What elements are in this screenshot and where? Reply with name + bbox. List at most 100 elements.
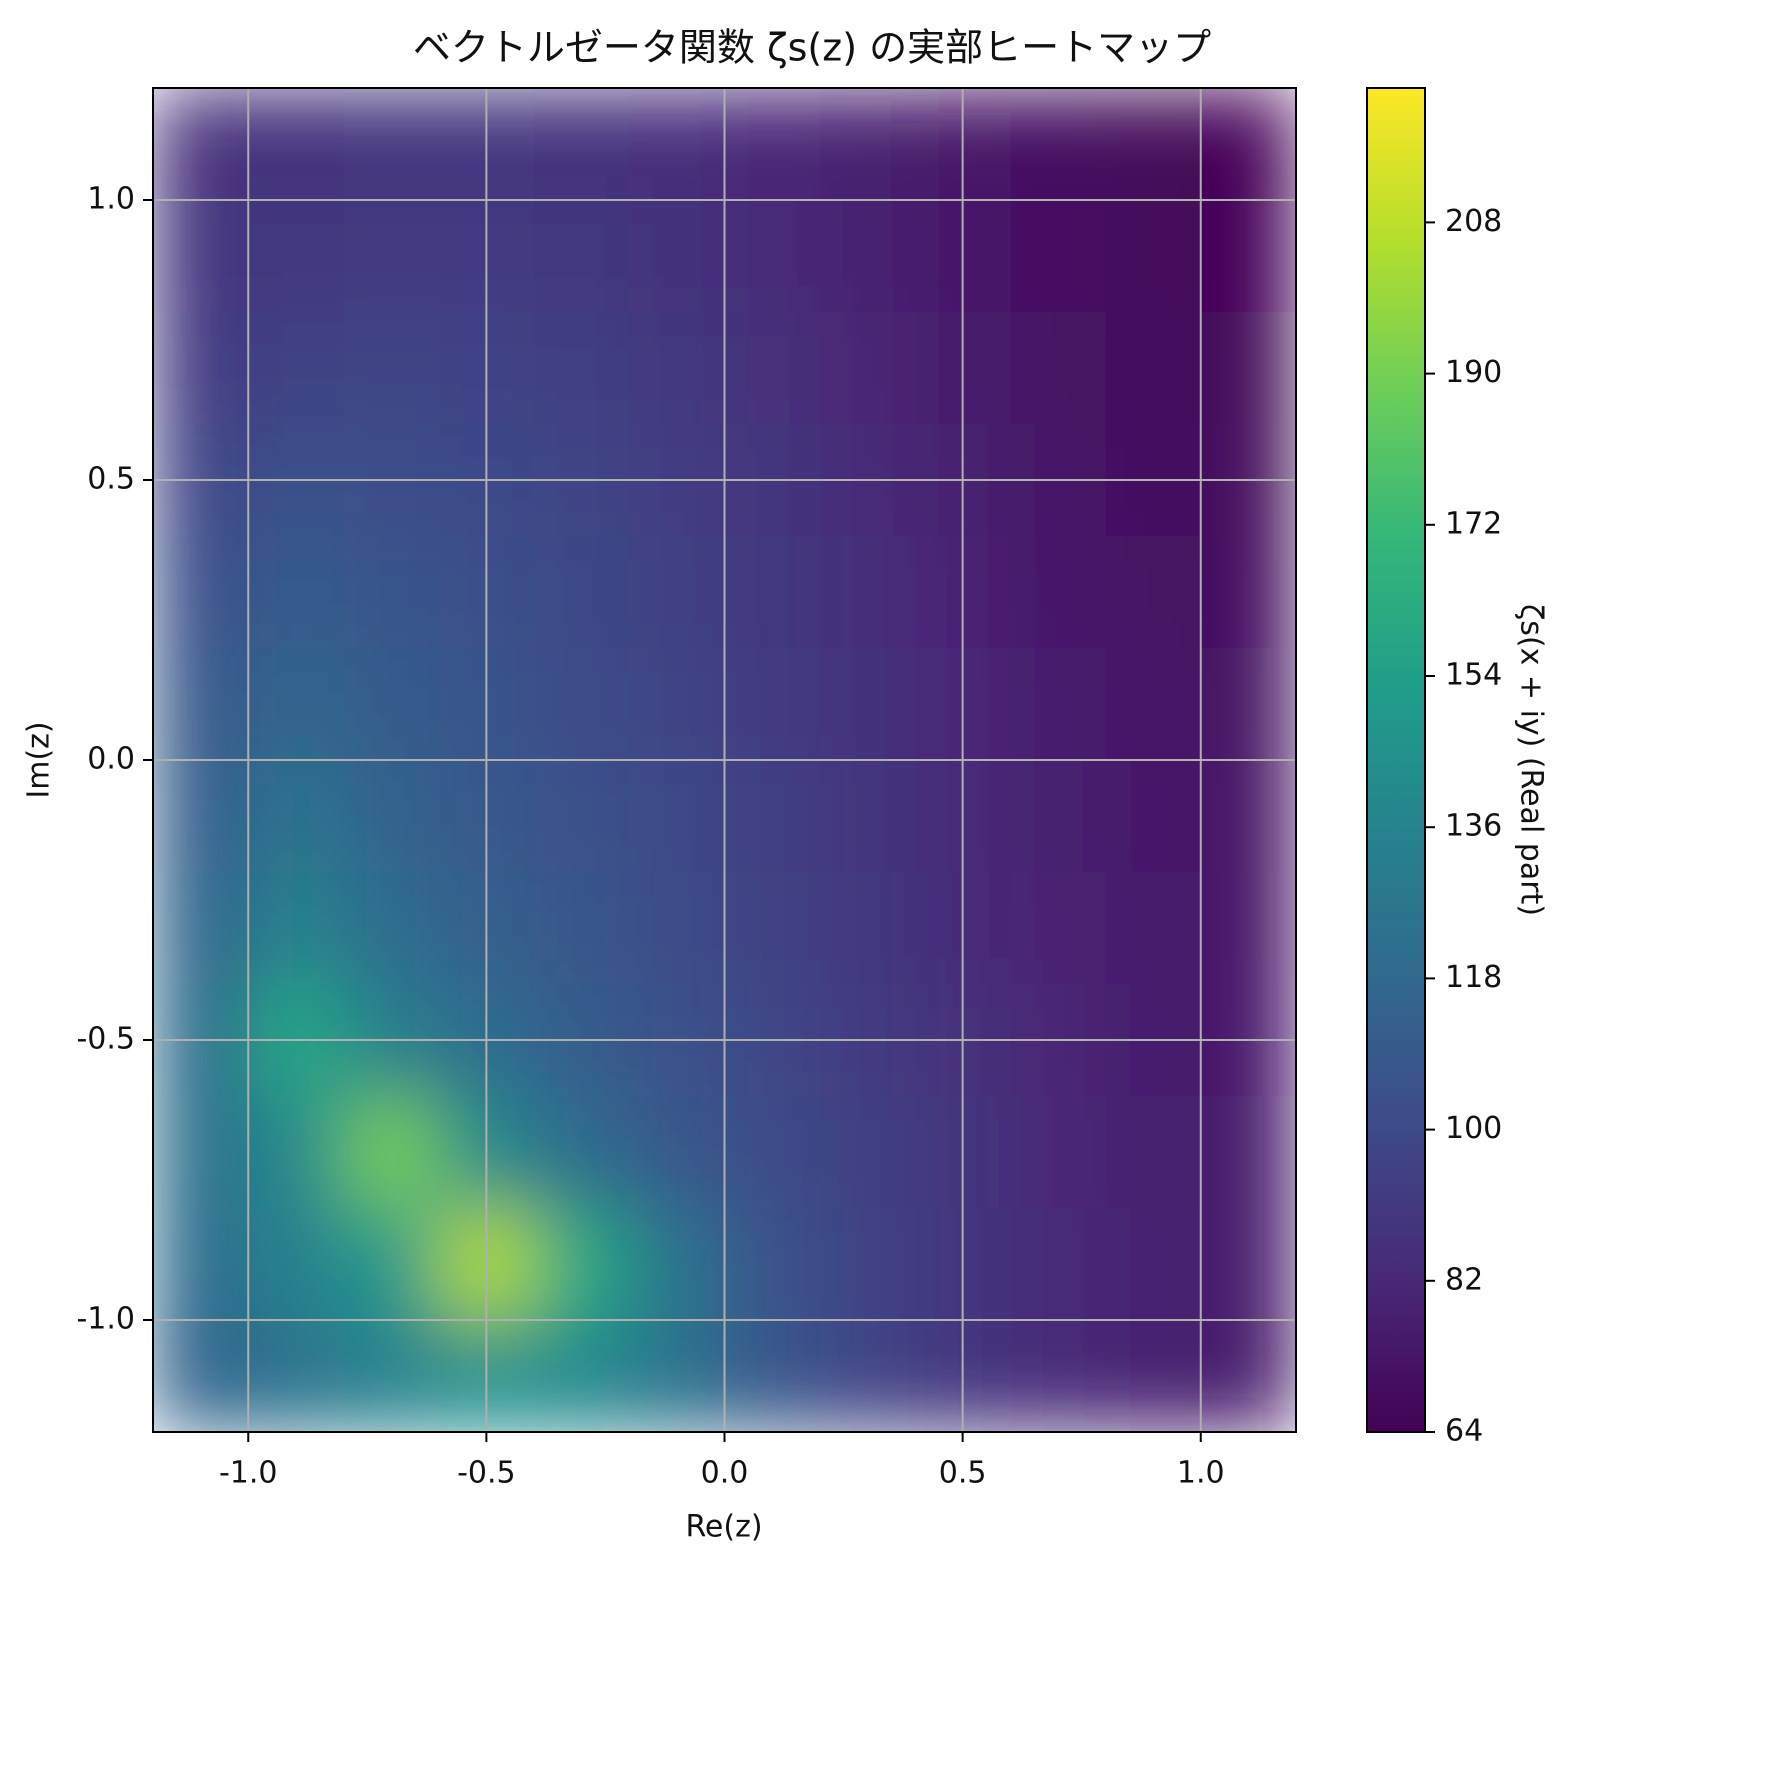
chart-title: ベクトルゼータ関数 ζs(z) の実部ヒートマップ — [413, 26, 1211, 70]
heat-cell — [819, 312, 916, 425]
heat-cell — [1010, 872, 1106, 985]
heat-cell — [153, 88, 249, 201]
heat-cell — [534, 1320, 630, 1432]
heat-cell — [1105, 872, 1202, 985]
heat-cell — [534, 760, 630, 873]
heat-cell — [629, 1208, 725, 1321]
heat-cell — [1200, 648, 1296, 761]
heat-cell — [153, 872, 249, 985]
heat-cell — [248, 1096, 344, 1209]
heat-cell — [1105, 536, 1202, 649]
x-tick-label: 0.5 — [939, 1456, 987, 1491]
heat-cell — [819, 1320, 916, 1432]
heat-cell — [1010, 760, 1106, 873]
heat-cell — [248, 88, 344, 201]
y-tick-label: -0.5 — [76, 1022, 135, 1057]
heat-cell — [1010, 1096, 1106, 1209]
heat-cell — [724, 1096, 821, 1209]
y-tick-label: 1.0 — [87, 182, 135, 217]
colorbar-tick-label: 118 — [1445, 960, 1502, 995]
colorbar-tick-label: 136 — [1445, 809, 1502, 844]
heat-cell — [629, 648, 725, 761]
colorbar-tick-label: 82 — [1445, 1262, 1483, 1297]
heat-cell — [343, 536, 440, 649]
heat-cell — [248, 648, 344, 761]
heat-cell — [534, 1096, 630, 1209]
heat-cell — [724, 1208, 821, 1321]
colorbar — [1366, 87, 1426, 1433]
heat-cell — [153, 312, 249, 425]
heat-cell — [629, 536, 725, 649]
plot-frame — [152, 87, 1297, 1433]
heat-cell — [629, 872, 725, 985]
heat-cell — [629, 1320, 725, 1432]
colorbar-tick-label: 100 — [1445, 1111, 1502, 1146]
heat-cell — [629, 88, 725, 201]
heat-cell — [248, 1320, 344, 1432]
x-tick-label: -1.0 — [219, 1456, 278, 1491]
y-axis-label: Im(z) — [22, 721, 57, 798]
heat-cell — [153, 760, 249, 873]
heat-cell — [248, 200, 344, 313]
heat-cell — [343, 648, 440, 761]
heat-cell — [724, 1320, 821, 1432]
heat-cell — [1200, 536, 1296, 649]
y-tick-label: 0.5 — [87, 462, 135, 497]
heat-cell — [629, 200, 725, 313]
heat-cell — [1105, 1320, 1202, 1432]
heat-cell — [153, 200, 249, 313]
heat-cell — [343, 312, 440, 425]
heat-cell — [343, 1096, 440, 1209]
heat-cell — [343, 1320, 440, 1432]
heat-cell — [1010, 1208, 1106, 1321]
heat-cell — [1105, 200, 1202, 313]
heat-cell — [724, 312, 821, 425]
heat-cell — [153, 1208, 249, 1321]
x-axis-label: Re(z) — [685, 1510, 762, 1545]
heat-cell — [724, 200, 821, 313]
heat-cell — [724, 760, 821, 873]
heat-cell — [724, 88, 821, 201]
heat-cell — [343, 760, 440, 873]
colorbar-tick-label: 64 — [1445, 1414, 1483, 1449]
heat-cell — [819, 872, 916, 985]
colorbar-tick-label: 208 — [1445, 204, 1502, 239]
heat-cell — [1010, 88, 1106, 201]
heat-cell — [1200, 1320, 1296, 1432]
colorbar-tick-label: 172 — [1445, 506, 1502, 541]
heat-cell — [153, 648, 249, 761]
heat-cell — [1010, 536, 1106, 649]
heat-cell — [1105, 648, 1202, 761]
heat-cell — [629, 760, 725, 873]
heat-cell — [1010, 312, 1106, 425]
heat-cell — [819, 200, 916, 313]
heat-cell — [248, 1208, 344, 1321]
heat-cell — [1200, 312, 1296, 425]
heat-cell — [1105, 312, 1202, 425]
heat-cell — [153, 536, 249, 649]
y-tick-label: -1.0 — [76, 1302, 135, 1337]
heat-cell — [248, 536, 344, 649]
heat-cell — [534, 88, 630, 201]
heat-cell — [534, 1208, 630, 1321]
heat-cell — [343, 88, 440, 201]
heat-cell — [1105, 1208, 1202, 1321]
heat-cell — [343, 1208, 440, 1321]
x-tick-label: 0.0 — [701, 1456, 749, 1491]
heat-cell — [819, 760, 916, 873]
colorbar-label: ζs(x + iy) (Real part) — [1514, 604, 1549, 916]
heat-cell — [819, 648, 916, 761]
y-tick-label: 0.0 — [87, 742, 135, 777]
heat-cell — [1200, 1096, 1296, 1209]
heat-cell — [724, 648, 821, 761]
heat-cell — [248, 312, 344, 425]
heat-cell — [1105, 760, 1202, 873]
heat-cell — [534, 312, 630, 425]
x-tick-label: 1.0 — [1177, 1456, 1225, 1491]
heat-cell — [724, 872, 821, 985]
heat-cell — [1200, 872, 1296, 985]
heat-cell — [1105, 88, 1202, 201]
heat-cell — [1200, 200, 1296, 313]
heatmap — [153, 88, 1296, 1432]
